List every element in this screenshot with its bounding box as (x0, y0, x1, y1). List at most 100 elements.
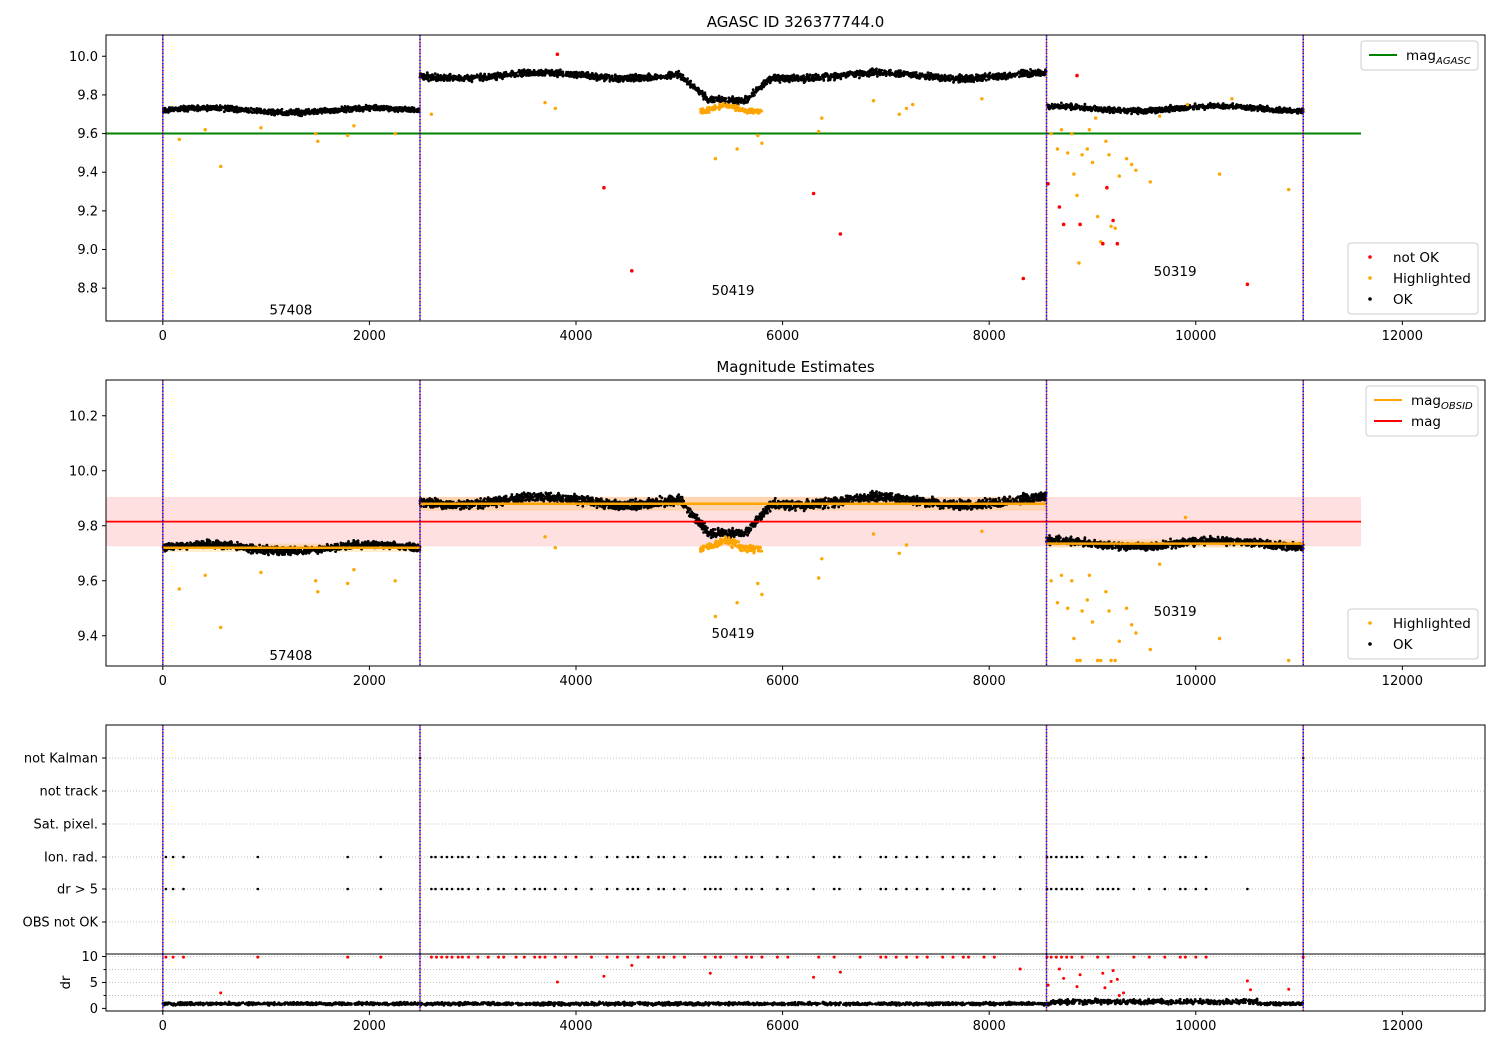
legend-label: Highlighted (1393, 271, 1471, 287)
obsid-label: 50419 (712, 283, 755, 299)
highlighted-point (1077, 261, 1081, 265)
ok-point (746, 96, 750, 100)
ok-point (808, 73, 812, 77)
highlighted-point (751, 111, 755, 115)
ok-point (991, 74, 994, 78)
ok-point (342, 110, 346, 114)
ok-point (222, 106, 226, 110)
ok-point (791, 74, 795, 77)
highlighted-point (1095, 214, 1100, 219)
highlighted-point (1104, 139, 1108, 143)
ok-point (211, 104, 215, 108)
ok-point (338, 110, 341, 113)
ok-point (740, 99, 743, 103)
ok-point (1081, 105, 1085, 109)
ok-point (460, 78, 464, 82)
ok-point (1088, 107, 1092, 111)
ok-point (496, 71, 500, 75)
ok-point (1076, 105, 1079, 109)
ok-point (303, 110, 307, 114)
x-tick-label: 6000 (766, 329, 799, 344)
ok-point (1006, 76, 1010, 80)
ok-point (392, 106, 396, 110)
ok-point (1003, 74, 1006, 78)
ok-point (509, 74, 513, 78)
ok-point (1111, 109, 1115, 112)
ok-point (465, 75, 468, 79)
ok-point (811, 78, 815, 81)
highlighted-point (429, 112, 434, 116)
ok-point (565, 72, 568, 76)
ok-point (244, 109, 248, 112)
highlighted-point (259, 126, 263, 130)
ok-point (350, 110, 354, 113)
ok-point (501, 77, 504, 81)
ok-point (870, 67, 874, 70)
ok-point (793, 77, 797, 81)
ok-point (235, 107, 239, 111)
ok-point (988, 71, 992, 75)
ok-point (961, 76, 965, 79)
ok-point (947, 76, 951, 80)
ok-point (658, 75, 661, 79)
ok-point (676, 70, 679, 74)
ok-point (975, 79, 979, 83)
ok-point (632, 77, 636, 80)
highlighted-point (346, 133, 350, 138)
ok-point (762, 79, 766, 83)
ok-point (553, 70, 557, 74)
ok-point (1245, 106, 1249, 110)
ok-point (851, 73, 855, 77)
ok-point (415, 110, 419, 113)
ok-point (557, 72, 561, 75)
legend-mag-agasc: magAGASC (1360, 40, 1479, 71)
ok-point (1054, 105, 1058, 109)
ok-point (251, 111, 254, 114)
ok-point (1122, 107, 1126, 110)
ok-point (1183, 106, 1187, 110)
ok-point (1000, 72, 1003, 76)
highlighted-point (820, 116, 824, 120)
ok-point (1228, 104, 1232, 108)
ok-point (586, 76, 590, 79)
highlighted-point (393, 131, 397, 136)
ok-point (952, 79, 956, 83)
ok-point (530, 70, 534, 74)
y-tick-label: 9.8 (77, 88, 98, 103)
ok-point (634, 72, 638, 76)
highlighted-point (748, 111, 752, 115)
ok-point (479, 72, 482, 76)
not-ok-point (1078, 222, 1082, 227)
ok-point (1179, 107, 1182, 111)
ok-point (974, 75, 978, 79)
ok-point (778, 81, 782, 84)
ok-point (405, 109, 409, 113)
ok-point (504, 74, 508, 77)
ok-point (655, 73, 659, 77)
ok-point (862, 72, 865, 76)
ok-point (329, 108, 333, 112)
ok-point (916, 74, 919, 77)
ok-point (954, 76, 957, 80)
ok-point (967, 79, 971, 83)
ok-point (830, 74, 834, 78)
ok-point (555, 73, 558, 77)
ok-point (200, 107, 203, 110)
ok-point (321, 108, 325, 112)
ok-point (179, 106, 183, 109)
ok-point (272, 111, 276, 114)
obsid-label: 50319 (1154, 264, 1197, 280)
ok-point (170, 109, 174, 112)
ok-point (1079, 107, 1083, 111)
highlighted-point (1090, 160, 1095, 165)
ok-point (705, 98, 709, 102)
ok-point (760, 87, 763, 91)
ok-point (1209, 106, 1213, 109)
ok-point (808, 77, 811, 81)
ok-point (1057, 105, 1060, 109)
highlighted-point (1055, 147, 1060, 151)
ok-point (983, 72, 987, 76)
ok-point (587, 73, 591, 77)
